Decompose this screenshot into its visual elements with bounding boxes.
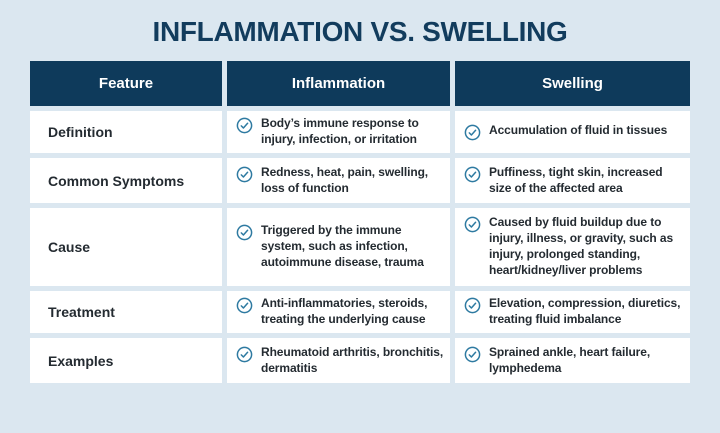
cell-entry: Rheumatoid arthritis, bronchitis, dermat… <box>227 341 450 381</box>
header-cell-inflammation: Inflammation <box>227 61 450 106</box>
inflammation-cell: Triggered by the immune system, such as … <box>227 208 450 286</box>
inflammation-cell: Redness, heat, pain, swelling, loss of f… <box>227 158 450 203</box>
check-circle-icon <box>236 346 253 363</box>
check-circle-icon <box>464 124 481 141</box>
check-circle-icon <box>464 297 481 314</box>
header-label: Feature <box>98 75 154 92</box>
cell-entry: Elevation, compression, diuretics, treat… <box>455 292 690 332</box>
check-circle-icon <box>236 297 253 314</box>
cell-text: Puffiness, tight skin, increased size of… <box>489 164 663 195</box>
check-circle-icon <box>464 346 481 363</box>
cell-entry: Sprained ankle, heart failure, lymphedem… <box>455 341 690 381</box>
comparison-table: Feature Inflammation Swelling Definition… <box>30 61 690 383</box>
cell-text: Triggered by the immune system, such as … <box>261 223 424 269</box>
feature-cell: Common Symptoms <box>30 158 222 203</box>
header-label: Swelling <box>542 75 603 92</box>
check-circle-icon <box>464 216 481 233</box>
cell-text: Sprained ankle, heart failure, lymphedem… <box>489 344 651 375</box>
check-circle-icon <box>464 166 481 183</box>
feature-label: Definition <box>48 124 113 140</box>
check-circle-icon <box>236 224 253 241</box>
cell-text: Rheumatoid arthritis, bronchitis, dermat… <box>261 344 444 375</box>
header-cell-feature: Feature <box>30 61 222 106</box>
cell-entry: Anti-inflammatories, steroids, treating … <box>227 292 450 332</box>
swelling-cell: Caused by fluid buildup due to injury, i… <box>455 208 690 286</box>
swelling-cell: Puffiness, tight skin, increased size of… <box>455 158 690 203</box>
cell-entry: Body’s immune response to injury, infect… <box>227 112 450 152</box>
cell-text: Caused by fluid buildup due to injury, i… <box>489 215 674 277</box>
feature-cell: Cause <box>30 208 222 286</box>
inflammation-cell: Rheumatoid arthritis, bronchitis, dermat… <box>227 338 450 383</box>
header-cell-swelling: Swelling <box>455 61 690 106</box>
cell-text: Accumulation of fluid in tissues <box>489 123 668 137</box>
feature-cell: Definition <box>30 111 222 153</box>
swelling-cell: Sprained ankle, heart failure, lymphedem… <box>455 338 690 383</box>
cell-text: Body’s immune response to injury, infect… <box>261 116 419 146</box>
check-circle-icon <box>236 117 253 134</box>
inflammation-cell: Anti-inflammatories, steroids, treating … <box>227 291 450 333</box>
page-title: INFLAMMATION VS. SWELLING <box>152 16 568 47</box>
swelling-cell: Elevation, compression, diuretics, treat… <box>455 291 690 333</box>
cell-text: Anti-inflammatories, steroids, treating … <box>261 296 428 326</box>
feature-cell: Examples <box>30 338 222 383</box>
cell-entry: Accumulation of fluid in tissues <box>455 119 671 145</box>
feature-label: Common Symptoms <box>48 172 185 189</box>
feature-label: Treatment <box>48 304 115 320</box>
cell-text: Elevation, compression, diuretics, treat… <box>489 296 681 326</box>
feature-label: Cause <box>48 239 91 255</box>
cell-entry: Caused by fluid buildup due to injury, i… <box>455 211 690 283</box>
cell-entry: Redness, heat, pain, swelling, loss of f… <box>227 161 450 201</box>
cell-entry: Puffiness, tight skin, increased size of… <box>455 161 690 201</box>
header-label: Inflammation <box>291 75 386 92</box>
inflammation-cell: Body’s immune response to injury, infect… <box>227 111 450 153</box>
cell-text: Redness, heat, pain, swelling, loss of f… <box>261 164 429 195</box>
swelling-cell: Accumulation of fluid in tissues <box>455 111 690 153</box>
check-circle-icon <box>236 166 253 183</box>
feature-cell: Treatment <box>30 291 222 333</box>
feature-label: Examples <box>48 352 114 369</box>
cell-entry: Triggered by the immune system, such as … <box>227 219 450 275</box>
